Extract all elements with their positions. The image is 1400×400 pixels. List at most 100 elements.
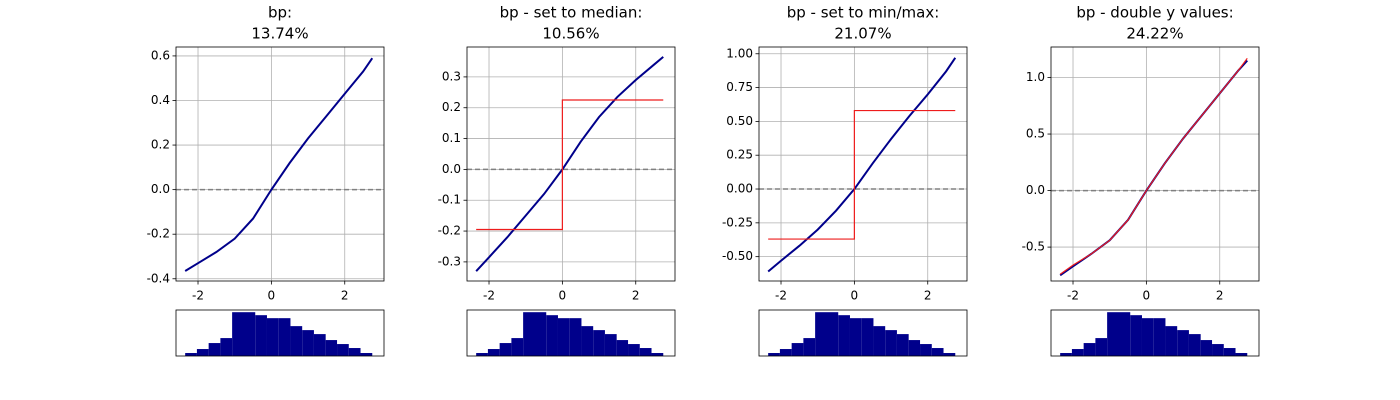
y-tick-label: -0.2 [147,227,170,241]
hist-bar [534,312,547,356]
chart-subtitle: 13.74% [251,25,308,43]
chart-subtitle: 10.56% [542,25,599,43]
hist-bar [885,330,897,356]
hist-bar [208,343,221,356]
x-tick-label: 2 [924,289,932,303]
data-line [768,109,956,240]
x-tick-label: 2 [1216,289,1224,303]
x-tick-label: 0 [851,289,859,303]
hist-bar [348,348,361,356]
hist-bar [791,343,804,356]
y-tick-label: -0.4 [147,271,170,285]
hist-bar [1095,338,1108,356]
hist-bar [360,353,373,356]
hist-bar [1107,312,1119,356]
y-tick-label: 0.6 [151,48,170,62]
hist-bar [1200,340,1213,356]
hist-bar [779,349,792,356]
chart-title: bp - set to median: [500,4,643,22]
hist-bar [1188,334,1201,356]
hist-bar [290,326,303,356]
axes-frame [466,309,676,357]
y-tick-label: 0.00 [726,182,753,196]
hist-bar [337,344,349,356]
y-tick-label: -0.50 [722,249,753,263]
hist-bar [861,318,874,356]
hist-bar [826,312,839,356]
y-tick-label: 0.1 [442,131,461,145]
y-tick-label: -0.2 [438,224,461,238]
x-tick-label: -2 [775,289,787,303]
hist-bar [803,338,816,356]
x-tick-label: 2 [341,289,349,303]
y-tick-label: 0.0 [151,182,170,196]
hist-bar [1130,315,1142,356]
hist-bar [639,348,652,356]
hist-bar [557,318,570,356]
hist-bar [196,349,209,356]
hist-bar [838,315,850,356]
hist-bar [593,330,605,356]
chart-subtitle: 21.07% [834,25,891,43]
y-tick-label: 0.2 [151,138,170,152]
axes-frame [758,46,968,282]
y-tick-label: -0.25 [722,215,753,229]
chart-title: bp: [268,4,292,22]
hist-bar [1118,312,1131,356]
y-tick-label: 0.50 [726,114,753,128]
hist-bar [1212,344,1224,356]
data-line [475,56,664,272]
chart-title: bp - set to min/max: [787,4,940,22]
data-line [767,57,957,273]
hist-bar [476,353,488,356]
hist-bar [920,344,932,356]
y-tick-label: 0.5 [1026,127,1045,141]
hist-bar [1083,343,1096,356]
hist-bar [1153,318,1166,356]
hist-bar [651,353,664,356]
hist-bar [243,312,256,356]
y-tick-label: 0.3 [442,69,461,83]
hist-bar [325,340,338,356]
x-tick-label: -2 [192,289,204,303]
x-tick-label: 2 [632,289,640,303]
y-tick-label: 1.0 [1026,70,1045,84]
y-tick-label: 1.00 [726,46,753,60]
y-tick-label: -0.5 [1022,240,1045,254]
axes-frame [1050,46,1260,282]
hist-bar [266,318,279,356]
chart-title: bp - double y values: [1076,4,1233,22]
hist-bar [1177,330,1189,356]
hist-bar [499,343,512,356]
y-tick-label: 0.4 [151,93,170,107]
hist-bar [849,318,862,356]
y-tick-label: 0.75 [726,80,753,94]
hist-bar [511,338,524,356]
axes-frame [1050,309,1260,357]
x-tick-label: -2 [483,289,495,303]
hist-bar [487,349,500,356]
hist-bar [313,334,326,356]
y-tick-label: 0.0 [1026,183,1045,197]
hist-bar [255,315,267,356]
hist-bar [908,340,921,356]
hist-bar [931,348,944,356]
hist-bar [569,318,582,356]
data-line [184,57,374,272]
chart-subtitle: 24.22% [1126,25,1183,43]
hist-bar [943,353,956,356]
hist-bar [523,312,535,356]
hist-bar [1141,318,1154,356]
axes-frame [466,46,676,282]
hist-bar [604,334,617,356]
hist-bar [616,340,629,356]
axes-frame [175,309,385,357]
y-tick-label: -0.1 [438,193,461,207]
hist-bar [1060,353,1072,356]
axes-frame [758,309,968,357]
data-line [1059,59,1249,277]
y-tick-label: -0.3 [438,254,461,268]
y-tick-label: 0.0 [442,162,461,176]
y-tick-label: 0.25 [726,148,753,162]
